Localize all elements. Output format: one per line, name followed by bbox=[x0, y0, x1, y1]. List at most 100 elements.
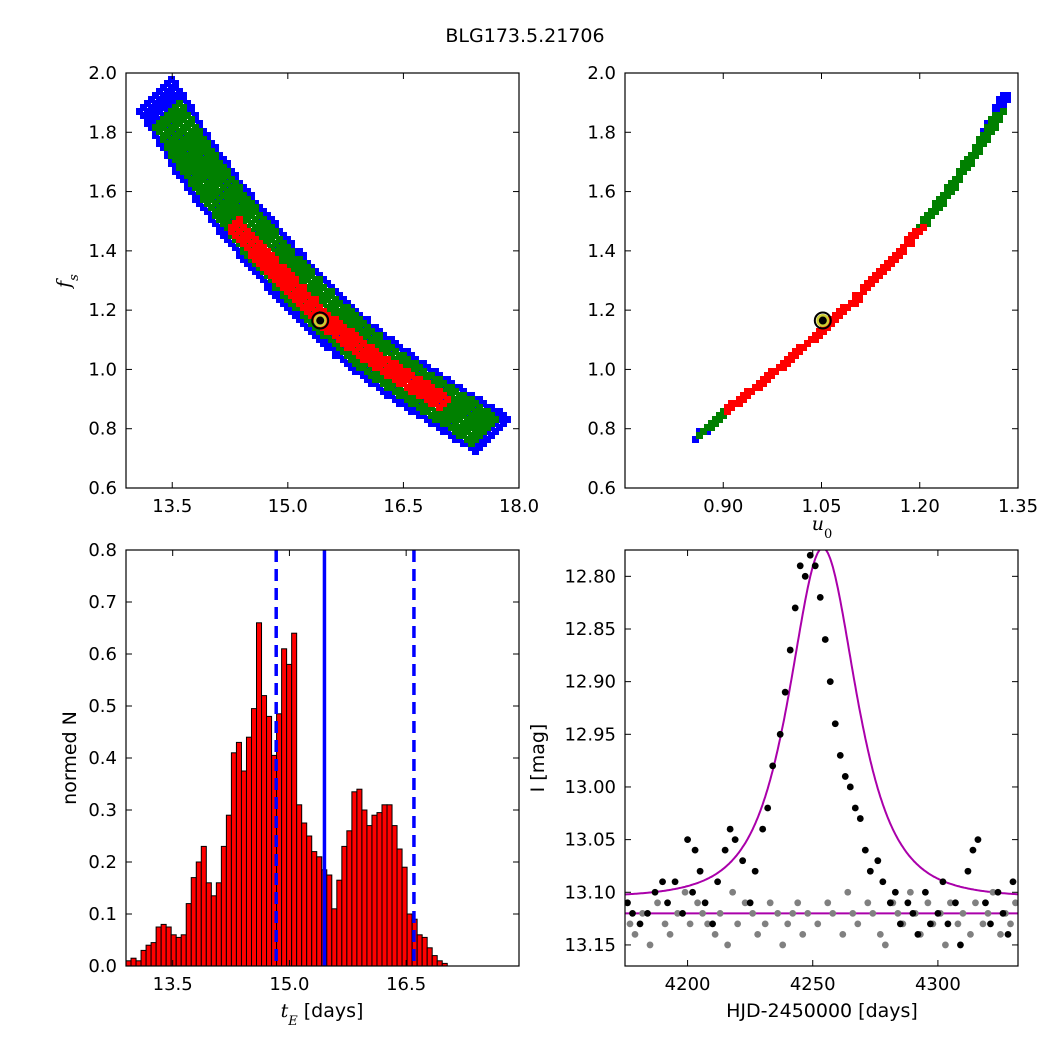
contour-cell bbox=[328, 344, 335, 351]
contour-cell bbox=[172, 104, 179, 111]
contour-cell bbox=[344, 308, 351, 315]
contour-cell bbox=[448, 380, 455, 387]
contour-cell bbox=[736, 396, 743, 403]
contour-cell bbox=[136, 108, 143, 115]
contour-cell bbox=[160, 116, 167, 123]
contour-cell bbox=[312, 308, 319, 315]
contour-cell bbox=[292, 268, 299, 275]
contour-cell bbox=[284, 300, 291, 307]
contour-cell bbox=[240, 224, 247, 231]
contour-cell bbox=[464, 396, 471, 403]
contour-cell bbox=[288, 284, 295, 291]
contour-cell bbox=[340, 328, 347, 335]
contour-cell bbox=[816, 332, 823, 339]
contour-cell bbox=[224, 224, 231, 231]
contour-cell bbox=[164, 128, 171, 135]
contour-cell bbox=[236, 236, 243, 243]
contour-cell bbox=[184, 104, 191, 111]
contour-cell bbox=[324, 336, 331, 343]
contour-cell bbox=[184, 136, 191, 143]
contour-cell bbox=[188, 152, 195, 159]
contour-cell bbox=[416, 360, 423, 367]
contour-cell bbox=[432, 416, 439, 423]
contour-cell bbox=[472, 408, 479, 415]
contour-cell bbox=[436, 380, 443, 387]
contour-cell bbox=[336, 312, 343, 319]
contour-cell bbox=[184, 176, 191, 183]
contour-cell bbox=[236, 248, 243, 255]
contour-cell bbox=[480, 440, 487, 447]
contour-cell bbox=[180, 104, 187, 111]
contour-cell bbox=[304, 308, 311, 315]
contour-cell bbox=[364, 364, 371, 371]
contour-cell bbox=[380, 360, 387, 367]
contour-cell bbox=[200, 132, 207, 139]
contour-cell bbox=[232, 228, 239, 235]
contour-cell bbox=[436, 400, 443, 407]
contour-cell bbox=[328, 284, 335, 291]
contour-cell bbox=[172, 136, 179, 143]
contour-cell bbox=[260, 212, 267, 219]
contour-cell bbox=[780, 364, 787, 371]
contour-cell bbox=[360, 372, 367, 379]
y-tick-label: 1.0 bbox=[88, 359, 117, 380]
contour-cell bbox=[272, 232, 279, 239]
contour-cell bbox=[180, 172, 187, 179]
contour-cell bbox=[456, 404, 463, 411]
contour-cell bbox=[504, 416, 511, 423]
contour-cell bbox=[456, 416, 463, 423]
contour-cell bbox=[300, 316, 307, 323]
contour-cell bbox=[200, 172, 207, 179]
contour-cell bbox=[208, 148, 215, 155]
contour-cell bbox=[188, 108, 195, 115]
contour-cell bbox=[292, 308, 299, 315]
contour-cell bbox=[268, 260, 275, 267]
contour-cell bbox=[284, 244, 291, 251]
contour-cell bbox=[172, 92, 179, 99]
contour-cell bbox=[244, 224, 251, 231]
contour-cell bbox=[192, 184, 199, 191]
contour-cell bbox=[200, 196, 207, 203]
contour-cell bbox=[180, 112, 187, 119]
contour-cell bbox=[312, 332, 319, 339]
contour-cell bbox=[440, 416, 447, 423]
contour-cell bbox=[296, 252, 303, 259]
contour-cell bbox=[144, 112, 151, 119]
contour-cell bbox=[368, 352, 375, 359]
contour-cell bbox=[376, 360, 383, 367]
contour-cell bbox=[276, 280, 283, 287]
contour-cell bbox=[188, 116, 195, 123]
contour-cell bbox=[500, 420, 507, 427]
contour-cell bbox=[340, 316, 347, 323]
contour-cell bbox=[220, 164, 227, 171]
contour-cell bbox=[184, 144, 191, 151]
contour-cell bbox=[184, 152, 191, 159]
contour-cell bbox=[148, 120, 155, 127]
contour-cell bbox=[272, 292, 279, 299]
contour-cell bbox=[344, 324, 351, 331]
contour-cell bbox=[216, 156, 223, 163]
contour-cell bbox=[232, 244, 239, 251]
contour-cell bbox=[264, 232, 271, 239]
contour-cell bbox=[376, 368, 383, 375]
contour-cell bbox=[928, 208, 935, 215]
contour-cell bbox=[452, 396, 459, 403]
contour-cell bbox=[424, 380, 431, 387]
contour-cell bbox=[412, 404, 419, 411]
contour-cell bbox=[492, 412, 499, 419]
contour-cell bbox=[404, 360, 411, 367]
contour-cell bbox=[284, 284, 291, 291]
contour-cell bbox=[196, 120, 203, 127]
contour-cell bbox=[236, 208, 243, 215]
contour-cell bbox=[300, 320, 307, 327]
contour-cell bbox=[244, 204, 251, 211]
contour-cell bbox=[348, 348, 355, 355]
contour-cell bbox=[408, 352, 415, 359]
contour-cell bbox=[292, 312, 299, 319]
contour-cell bbox=[376, 340, 383, 347]
contour-cell bbox=[264, 264, 271, 271]
contour-cell bbox=[476, 440, 483, 447]
contour-cell bbox=[208, 172, 215, 179]
contour-cell bbox=[200, 160, 207, 167]
contour-cell bbox=[400, 388, 407, 395]
